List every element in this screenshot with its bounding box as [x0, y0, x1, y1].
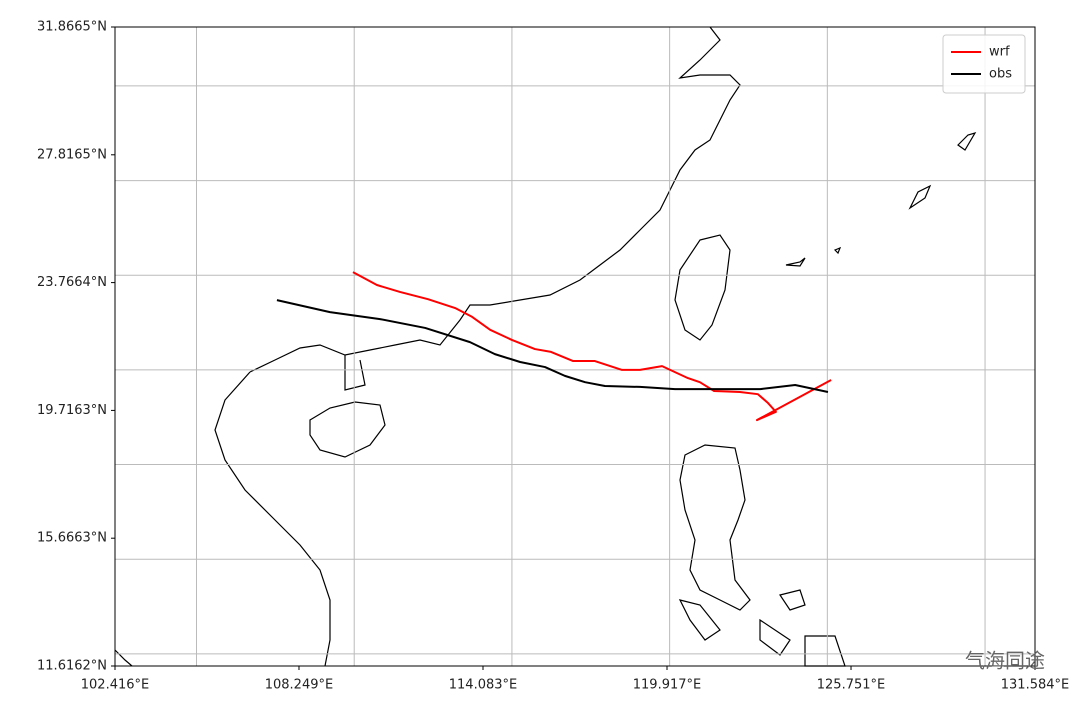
legend: wrf obs [942, 34, 1026, 94]
islands [114, 132, 977, 667]
x-tick-label: 119.917°E [633, 678, 701, 693]
y-tick-label: 19.7163°N [37, 403, 107, 418]
coastline [214, 371, 331, 667]
island-luzon [679, 444, 751, 611]
y-tick-label: 15.6663°N [37, 531, 107, 546]
tracks [276, 271, 832, 422]
coastline [344, 355, 366, 391]
ticks: 102.416°E 108.249°E 114.083°E 119.917°E 125.… [37, 20, 1069, 693]
island-taiwan [674, 234, 731, 341]
x-tick-label: 125.751°E [817, 678, 885, 693]
watermark: 气海同途 [965, 649, 1045, 673]
y-tick-label: 31.8665°N [37, 20, 107, 35]
coastline [249, 26, 741, 373]
x-tick-label: 102.416°E [81, 678, 149, 693]
track-line [276, 299, 829, 393]
x-tick-label: 108.249°E [265, 678, 333, 693]
island-hainan [309, 401, 386, 458]
legend-box [942, 34, 1026, 94]
legend-label: obs [989, 67, 1012, 82]
track-line [352, 271, 832, 422]
y-tick-label: 27.8165°N [37, 147, 107, 162]
x-tick-label: 131.584°E [1001, 678, 1069, 693]
y-tick-label: 23.7664°N [37, 275, 107, 290]
y-tick-label: 11.6162°N [37, 659, 107, 674]
grid [115, 27, 1035, 666]
plot-frame [114, 26, 1036, 667]
x-tick-label: 114.083°E [449, 678, 517, 693]
coastlines [114, 26, 977, 667]
legend-label: wrf [989, 45, 1010, 60]
